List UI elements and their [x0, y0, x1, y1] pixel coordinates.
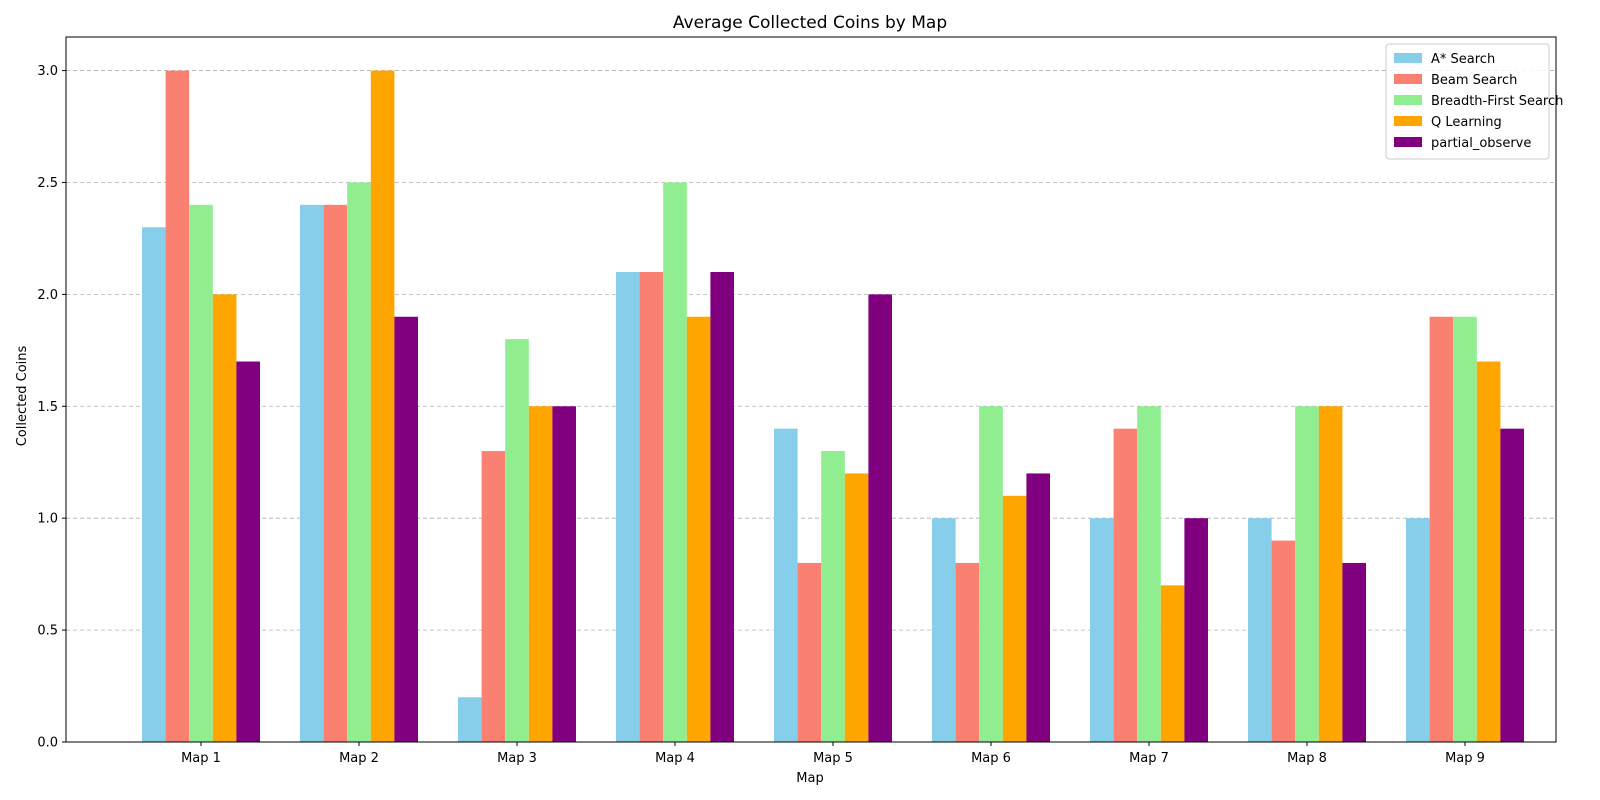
y-axis-label: Collected Coins	[15, 346, 30, 447]
plot-frame	[65, 36, 1557, 743]
legend-swatch	[1394, 74, 1422, 84]
legend-label: Beam Search	[1431, 73, 1517, 88]
bar	[1318, 406, 1343, 742]
bar	[1429, 316, 1454, 742]
bar	[1137, 406, 1161, 742]
x-tick-label: Map 5	[813, 751, 853, 766]
bar	[1090, 518, 1114, 742]
bar	[616, 272, 640, 742]
bar	[370, 70, 395, 743]
x-tick-label: Map 9	[1445, 751, 1485, 766]
bar	[458, 697, 482, 742]
x-tick-label: Map 2	[339, 751, 379, 766]
x-tick-label: Map 4	[655, 751, 695, 766]
legend-swatch	[1394, 137, 1422, 147]
x-tick-label: Map 6	[971, 751, 1011, 766]
bar	[868, 294, 892, 742]
bar	[300, 204, 324, 742]
bar	[165, 70, 190, 743]
bar	[774, 428, 798, 742]
y-tick-label: 2.0	[37, 288, 58, 303]
bar	[1271, 540, 1296, 742]
bars	[142, 70, 1524, 743]
bar	[979, 406, 1003, 742]
legend-label: Breadth-First Search	[1431, 94, 1563, 109]
bar	[236, 361, 260, 742]
bar	[189, 204, 213, 742]
bar	[1406, 518, 1430, 742]
y-tick-label: 1.5	[37, 400, 58, 415]
y-tick-label: 0.5	[37, 624, 58, 639]
bar	[1295, 406, 1319, 742]
y-tick-label: 0.0	[37, 736, 58, 751]
legend-label: A* Search	[1431, 52, 1495, 67]
bar	[686, 316, 711, 742]
bar	[212, 294, 237, 742]
legend-box	[1385, 43, 1550, 160]
bar	[505, 339, 529, 742]
bar	[394, 316, 418, 742]
bar	[1113, 428, 1138, 742]
bar	[1160, 585, 1185, 742]
bar	[1500, 428, 1524, 742]
bar	[955, 562, 980, 742]
legend-label: partial_observe	[1431, 136, 1531, 151]
bar	[1184, 518, 1208, 742]
x-tick-label: Map 7	[1129, 751, 1169, 766]
x-axis-ticks: Map 1 Map 2 Map 3 Map 4 Map 5 Map 6 Map 7 Map 8…	[181, 742, 1485, 766]
bar	[481, 451, 506, 742]
y-axis-ticks: 0.0 0.5 1.0 1.5 2.0 2.5 3.0	[37, 64, 66, 751]
bar	[528, 406, 553, 742]
legend: A* Search Beam Search Breadth-First Search…	[1385, 43, 1563, 160]
bar	[844, 473, 869, 742]
x-tick-label: Map 8	[1287, 751, 1327, 766]
bar	[663, 182, 687, 742]
y-tick-label: 3.0	[37, 64, 58, 79]
legend-swatch	[1394, 95, 1422, 105]
bar	[1002, 495, 1027, 742]
x-tick-label: Map 3	[497, 751, 537, 766]
bar	[347, 182, 371, 742]
chart-title: Average Collected Coins by Map	[673, 13, 947, 33]
bar	[323, 204, 348, 742]
bar	[552, 406, 576, 742]
y-tick-label: 2.5	[37, 176, 58, 191]
bar	[821, 451, 845, 742]
bar	[1342, 562, 1366, 742]
y-tick-label: 1.0	[37, 512, 58, 527]
legend-swatch	[1394, 116, 1422, 126]
bar	[797, 562, 822, 742]
bar	[1248, 518, 1272, 742]
bar	[1476, 361, 1501, 742]
legend-swatch	[1394, 53, 1422, 63]
bar	[1026, 473, 1050, 742]
bar	[932, 518, 956, 742]
bar	[710, 272, 734, 742]
bar	[639, 272, 664, 742]
bar	[142, 227, 166, 742]
x-axis-label: Map	[796, 771, 823, 786]
bar	[1453, 316, 1477, 742]
x-tick-label: Map 1	[181, 751, 221, 766]
legend-label: Q Learning	[1431, 115, 1502, 130]
